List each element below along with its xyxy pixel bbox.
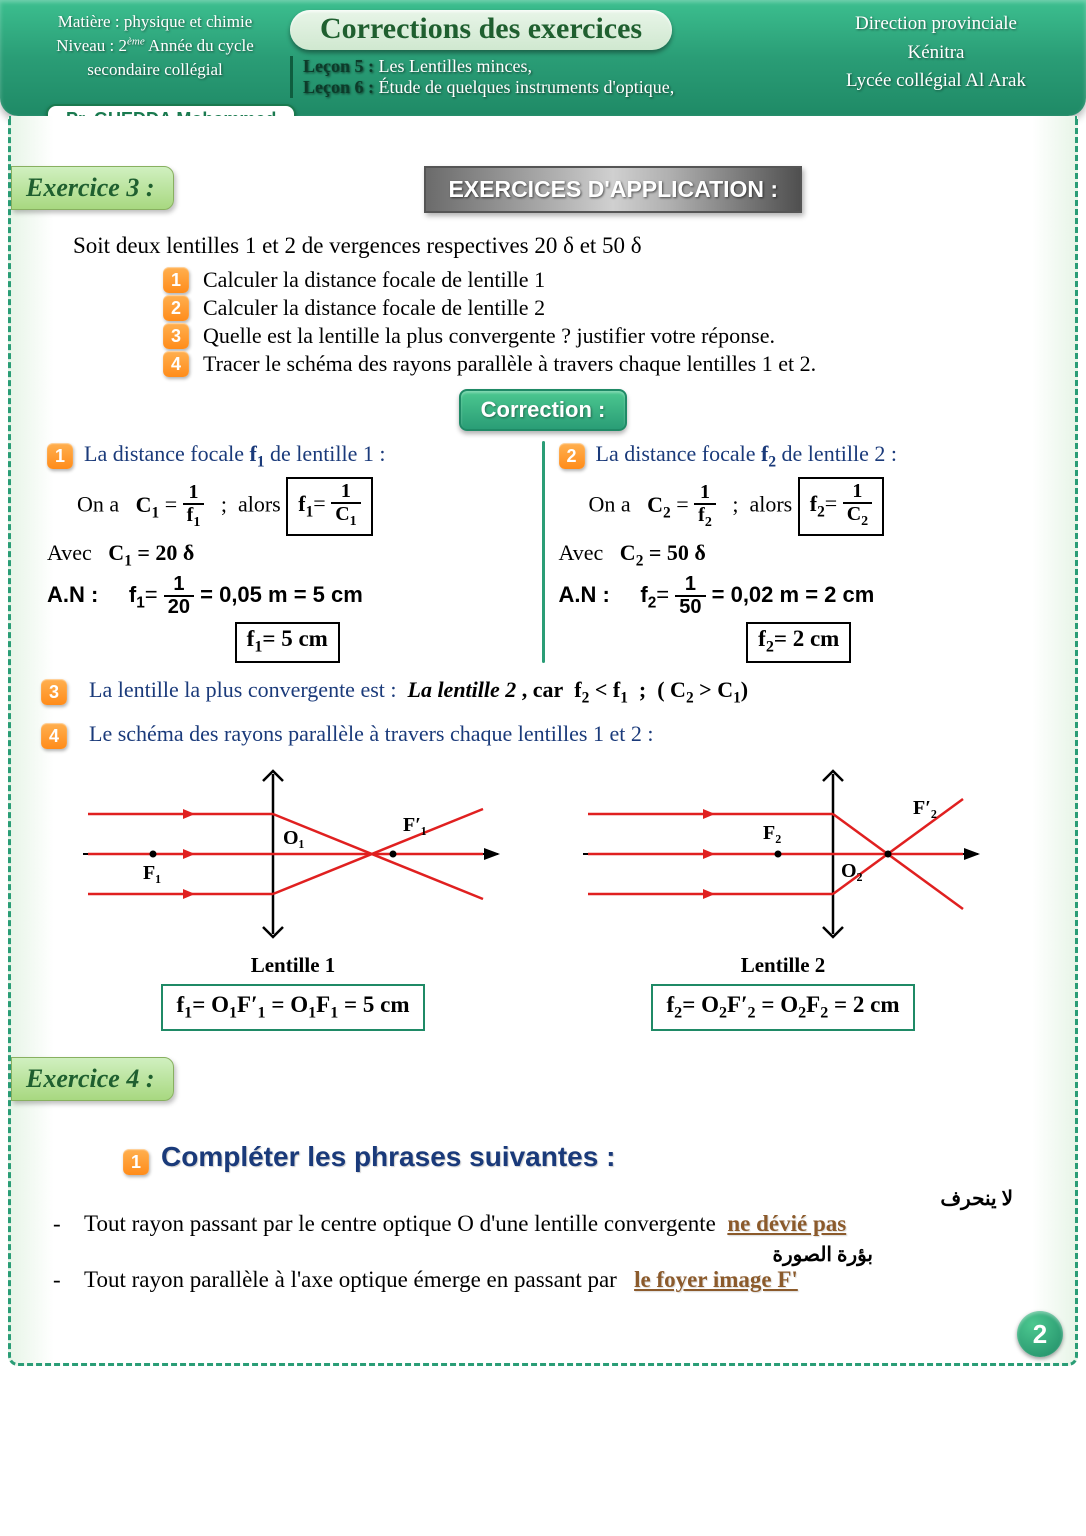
ex4-l1: - Tout rayon passant par le centre optiq… — [53, 1211, 1053, 1237]
ex4-l1-ar: لا ينحرف — [940, 1186, 1013, 1211]
section-title: EXERCICES D'APPLICATION : — [424, 166, 802, 213]
header-right: Direction provinciale Kénitra Lycée coll… — [806, 10, 1066, 96]
ville: Kénitra — [806, 39, 1066, 68]
col2-box: f2= 2 cm — [746, 622, 851, 663]
lens1-eq: f1= O1F′1 = O1F1 = 5 cm — [161, 984, 426, 1031]
ex3-intro: Soit deux lentilles 1 et 2 de vergences … — [73, 233, 1053, 259]
main-title: Corrections des exercices — [290, 10, 672, 50]
ex4-l2ans: le foyer image F' — [634, 1267, 798, 1292]
ex3-q2: Calculer la distance focale de lentille … — [203, 295, 545, 321]
lens2-Fp: F′₂ — [913, 797, 937, 819]
badge-c2: 2 — [559, 443, 585, 469]
lens-figure-2: F₂ O₂ F′₂ Lentille 2 f2= O2F′2 = O2F2 = … — [583, 759, 983, 1031]
header: Matière : physique et chimie Niveau : 2è… — [0, 0, 1086, 116]
lens2-caption: Lentille 2 — [583, 953, 983, 978]
badge-3: 3 — [163, 323, 189, 349]
exercice-3-label: Exercice 3 : — [11, 166, 174, 210]
col1-an-txt: = 0,05 m = 5 cm — [200, 582, 363, 607]
lens1-O: O₁ — [283, 827, 305, 849]
header-left: Matière : physique et chimie Niveau : 2è… — [20, 10, 290, 81]
direction: Direction provinciale — [806, 10, 1066, 39]
page: Matière : physique et chimie Niveau : 2è… — [0, 0, 1086, 1366]
col2-avec: Avec C2 = 50 δ — [559, 540, 1040, 570]
col1-avec: Avec C1 = 20 δ — [47, 540, 528, 570]
lecon6-label: Leçon 6 : — [303, 77, 374, 97]
a4-txt: Le schéma des rayons parallèle à travers… — [89, 721, 653, 746]
ex4-l2a: Tout rayon parallèle à l'axe optique éme… — [84, 1267, 617, 1292]
lecon6: Étude de quelques instruments d'optique, — [379, 77, 675, 97]
badge-c1: 1 — [47, 443, 73, 469]
col1-head: La distance focale f1 de lentille 1 : — [84, 441, 386, 466]
col1-box: f1= 5 cm — [235, 622, 340, 663]
lecons: Leçon 5 : Les Lentilles minces, Leçon 6 … — [290, 56, 806, 98]
lens2-O: O₂ — [841, 860, 863, 882]
ex3-q1: Calculer la distance focale de lentille … — [203, 267, 545, 293]
ex3-a4: 4 Le schéma des rayons parallèle à trave… — [41, 721, 1053, 749]
lens2-F: F₂ — [763, 822, 781, 844]
page-number: 2 — [1017, 1311, 1063, 1357]
ex3-q3: Quelle est la lentille la plus convergen… — [203, 323, 775, 349]
badge-2: 2 — [163, 295, 189, 321]
lens1-Fp: F′₁ — [403, 814, 427, 836]
lens1-svg: F₁ O₁ F′₁ — [83, 759, 503, 949]
lens2-svg: F₂ O₂ F′₂ — [583, 759, 983, 949]
ex4-l2: - Tout rayon parallèle à l'axe optique é… — [53, 1267, 1053, 1293]
lens2-eq: f2= O2F′2 = O2F2 = 2 cm — [651, 984, 916, 1031]
matiere: physique et chimie — [124, 12, 252, 31]
badge-ex4-1: 1 — [123, 1149, 149, 1175]
lens1-F: F₁ — [143, 862, 161, 884]
badge-a4: 4 — [41, 723, 67, 749]
col2-ona: On a C2 = 1f2 ; alors f2= 1C2 — [589, 477, 1040, 536]
badge-a3: 3 — [41, 679, 67, 705]
lens1-caption: Lentille 1 — [83, 953, 503, 978]
col1-ona: On a C1 = 1f1 ; alors f1= 1C1 — [77, 477, 528, 536]
correction-label: Correction : — [459, 389, 628, 431]
ex4-l2-ar: بؤرة الصورة — [773, 1242, 874, 1267]
a3-just: , car f2 < f1 ; ( C2 > C1) — [522, 677, 748, 702]
ex4-head-row: 1 Compléter les phrases suivantes : — [123, 1141, 1053, 1175]
ex3-correction-cols: 1 La distance focale f1 de lentille 1 : … — [33, 441, 1053, 663]
ex4-l1a: Tout rayon passant par le centre optique… — [84, 1211, 716, 1236]
niveau-label: Niveau : — [56, 36, 114, 55]
lecon5-label: Leçon 5 : — [303, 56, 374, 76]
ex4-l1ans: ne dévié pas — [727, 1211, 846, 1236]
header-center: Corrections des exercices Leçon 5 : Les … — [290, 10, 806, 98]
col2-an: A.N : f2= 150 = 0,02 m = 2 cm — [559, 574, 1040, 618]
lens-figures: F₁ O₁ F′₁ Lentille 1 f1= O1F′1 = O1F1 = … — [83, 759, 1053, 1031]
lycee: Lycée collégial Al Arak — [806, 67, 1066, 96]
content: Exercice 3 : EXERCICES D'APPLICATION : S… — [8, 116, 1078, 1366]
ex4-head: Compléter les phrases suivantes : — [161, 1141, 615, 1172]
col-2: 2 La distance focale f2 de lentille 2 : … — [545, 441, 1054, 663]
col2-head: La distance focale f2 de lentille 2 : — [596, 441, 898, 466]
ex3-q4: Tracer le schéma des rayons parallèle à … — [203, 351, 816, 377]
col1-an: A.N : f1= 120 = 0,05 m = 5 cm — [47, 574, 528, 618]
ex3-questions: 1 Calculer la distance focale de lentille… — [163, 267, 1053, 377]
badge-1: 1 — [163, 267, 189, 293]
lens-figure-1: F₁ O₁ F′₁ Lentille 1 f1= O1F′1 = O1F1 = … — [83, 759, 503, 1031]
ex3-a3: 3 La lentille la plus convergente est : … — [41, 677, 1053, 707]
lecon5: Les Lentilles minces, — [379, 56, 532, 76]
col2-an-txt: = 0,02 m = 2 cm — [712, 582, 875, 607]
matiere-label: Matière : — [58, 12, 120, 31]
a3-txt: La lentille la plus convergente est : — [89, 677, 397, 702]
a3-ans: La lentille 2 — [408, 677, 517, 702]
exercice-4-label: Exercice 4 : — [11, 1057, 174, 1101]
ex4-fill-list: لا ينحرف - Tout rayon passant par le cen… — [53, 1185, 1053, 1293]
badge-4: 4 — [163, 351, 189, 377]
col-1: 1 La distance focale f1 de lentille 1 : … — [33, 441, 542, 663]
